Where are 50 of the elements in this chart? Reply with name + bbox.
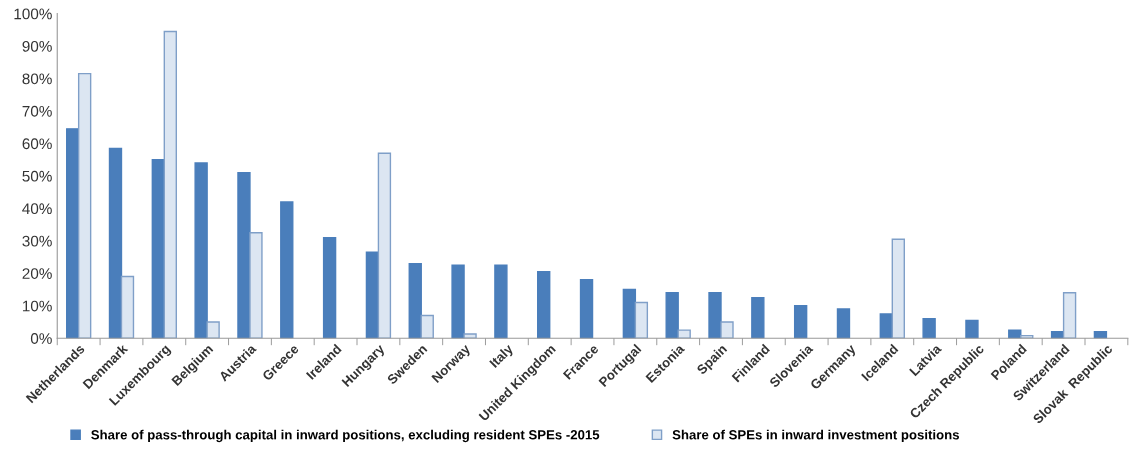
y-tick-label: 10% xyxy=(22,300,52,312)
bar xyxy=(751,296,765,339)
y-tick-label: 70% xyxy=(22,105,52,117)
bar xyxy=(665,292,679,339)
bar xyxy=(408,262,422,339)
legend-label: Share of SPEs in inward investment positions xyxy=(672,429,959,443)
bar xyxy=(151,158,166,339)
bar xyxy=(1062,292,1077,339)
bar xyxy=(420,314,434,339)
bar xyxy=(77,72,92,339)
bar xyxy=(494,264,508,339)
bar xyxy=(677,329,691,339)
bar xyxy=(891,238,905,339)
bar xyxy=(922,318,936,339)
bar xyxy=(206,321,220,339)
bar xyxy=(1008,329,1022,339)
y-tick-label: 0% xyxy=(30,333,52,344)
y-tick-label: 90% xyxy=(22,40,52,52)
bar xyxy=(451,264,465,339)
bar xyxy=(1093,331,1108,339)
bar xyxy=(1020,334,1034,339)
bar xyxy=(108,147,123,339)
y-tick-label: 40% xyxy=(22,203,52,215)
bar xyxy=(836,308,851,339)
bar xyxy=(194,162,208,339)
bar xyxy=(879,313,893,339)
bar xyxy=(65,128,80,339)
y-tick-label: 30% xyxy=(22,235,52,247)
bar xyxy=(793,305,808,339)
y-tick-label: 80% xyxy=(22,73,52,85)
bar xyxy=(463,333,477,339)
y-tick-label: 60% xyxy=(22,138,52,150)
legend-label: Share of pass-through capital in inward positions, excluding resident SPEs -2015 xyxy=(91,429,600,443)
y-tick-label: 50% xyxy=(22,170,52,182)
bar xyxy=(237,171,251,339)
bar xyxy=(249,232,263,339)
bar xyxy=(720,321,734,339)
bar xyxy=(965,319,979,339)
bar xyxy=(622,288,637,339)
bar xyxy=(377,152,392,339)
bar xyxy=(634,301,649,339)
bar xyxy=(280,201,294,339)
bar xyxy=(708,292,722,339)
y-tick-label: 100% xyxy=(14,8,52,20)
y-tick-label: 20% xyxy=(22,268,52,279)
bar xyxy=(163,30,177,339)
bar xyxy=(120,275,135,339)
bar xyxy=(579,279,594,339)
bar xyxy=(537,270,551,339)
bar xyxy=(322,236,337,339)
